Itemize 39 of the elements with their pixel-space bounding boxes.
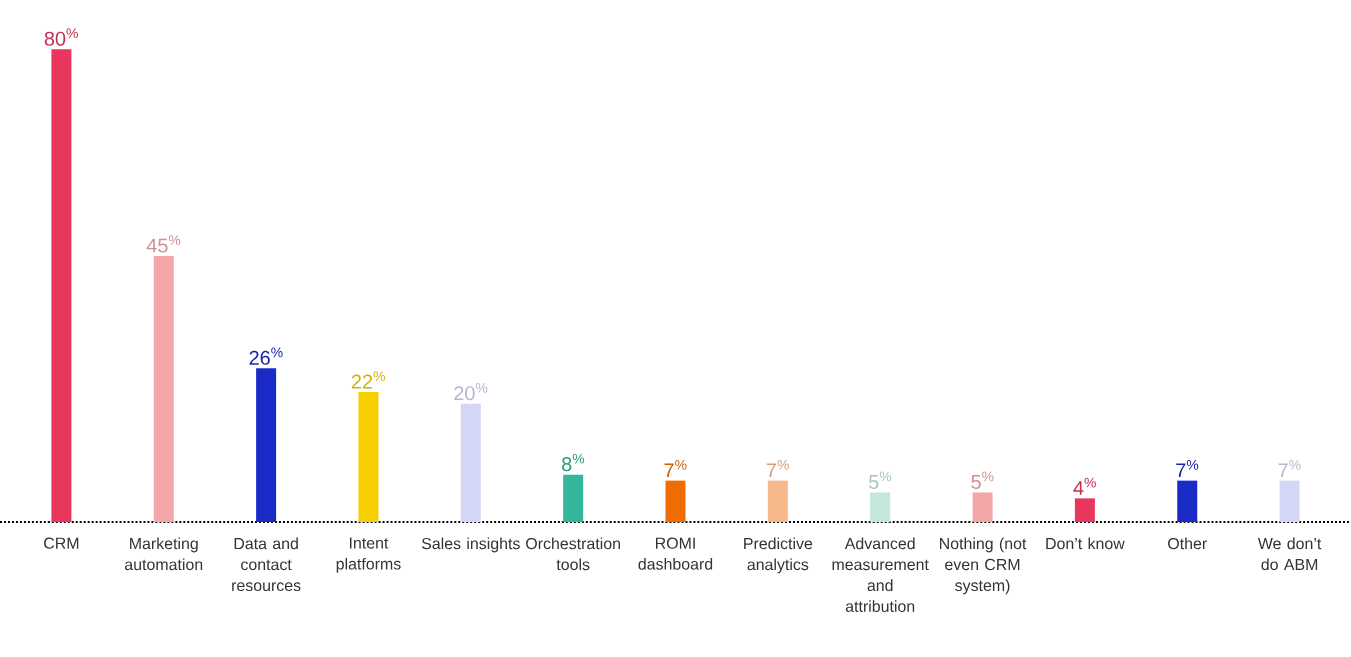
data-label: 7$^{%}$ [1278,459,1301,478]
x-tick-label: ROMI dashboard [638,537,713,570]
x-tick-label: Predictive analytics [744,537,813,574]
x-tick-label: Nothing (not even CRM system) [940,537,1027,595]
x-tick-label: CRM [44,537,79,549]
data-label: 5$^{%}$ [971,471,994,489]
x-tick-label: We don’t do ABM [1257,537,1322,571]
bar [870,492,891,522]
x-tick-label: Orchestration tools [526,537,620,571]
bar [1177,480,1198,522]
bar [1279,480,1300,522]
x-tick-label: Marketing automation [124,537,203,571]
bar [256,368,277,522]
data-label: 20$^{%}$ [454,382,488,401]
bar [972,492,993,522]
bar [153,256,174,522]
bar [460,403,481,522]
bar [665,480,686,522]
data-label: 45$^{%}$ [146,235,181,253]
data-label: 22$^{%}$ [351,371,385,389]
data-label: 26$^{%}$ [249,347,283,365]
x-tick-label: Advanced measurement and attribution [832,537,929,612]
data-label: 7$^{%}$ [1176,459,1199,478]
x-tick-label: Data and contact resources [232,537,301,592]
data-label: 80$^{%}$ [44,28,78,46]
bar [563,474,584,522]
bar [51,49,72,522]
data-label: 7$^{%}$ [664,459,687,478]
x-tick-label: Intent platforms [336,537,401,573]
data-label: 5$^{%}$ [869,471,892,489]
x-tick-label: Other [1168,537,1207,550]
bar [358,392,379,522]
data-label: 8$^{%}$ [562,453,585,472]
x-tick-label: Don’t know [1046,537,1125,550]
x-tick-label: Sales insights [421,537,520,553]
bar [1074,498,1095,522]
bar [767,480,788,522]
data-label: 7$^{%}$ [766,459,789,478]
data-label: 4$^{%}$ [1073,477,1096,495]
